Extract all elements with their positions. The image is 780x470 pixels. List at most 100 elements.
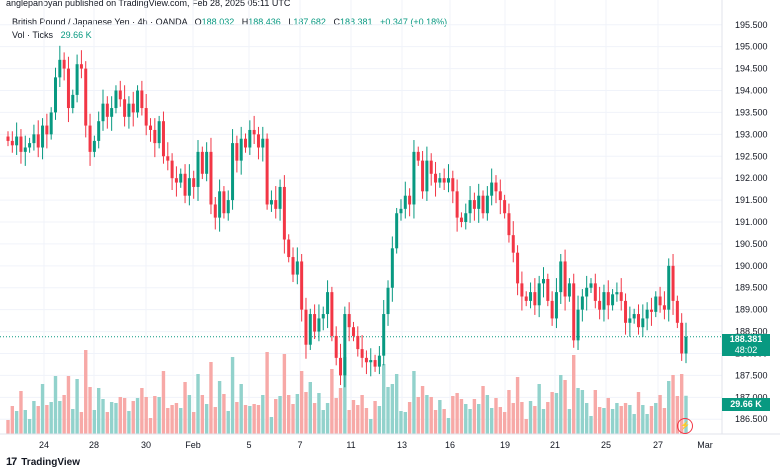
volume-bar xyxy=(325,403,330,434)
volume-bar xyxy=(330,369,334,434)
volume-bar xyxy=(433,410,438,434)
candle-body xyxy=(360,349,364,358)
volume-bar xyxy=(226,411,230,434)
candle-body xyxy=(494,182,498,192)
volume-bar xyxy=(10,406,15,434)
price-tick-label: 195.500 xyxy=(735,20,768,30)
volume-bar xyxy=(641,405,645,434)
candle-body xyxy=(563,261,567,297)
volume-bar xyxy=(528,401,533,434)
time-tick-label: 11 xyxy=(346,440,355,450)
candle-body xyxy=(235,143,239,161)
volume-bar xyxy=(438,400,442,434)
volume-bar xyxy=(520,402,524,434)
volume-bar xyxy=(429,397,433,434)
candle-body xyxy=(559,261,563,293)
candle-body xyxy=(222,191,226,214)
volume-bar xyxy=(131,401,135,434)
candle-body xyxy=(110,108,114,117)
volume-bar xyxy=(420,386,425,434)
volume-bar xyxy=(489,408,494,434)
time-tick-label: 21 xyxy=(550,440,560,450)
volume-bar xyxy=(464,404,468,434)
candle-body xyxy=(123,99,127,117)
volume-tag: 29.66 K xyxy=(722,398,770,411)
time-tick-label: 7 xyxy=(297,440,302,450)
footer-logo[interactable]: 17 TradingView xyxy=(6,454,80,470)
candle-body xyxy=(606,292,610,306)
volume-bar xyxy=(166,408,170,434)
candle-body xyxy=(386,287,390,315)
price-tick-label: 189.500 xyxy=(735,283,768,293)
volume-bar xyxy=(191,412,196,434)
time-tick-label: 30 xyxy=(141,440,151,450)
candle-body xyxy=(205,151,209,174)
volume-bar xyxy=(537,384,541,434)
candle-body xyxy=(455,191,459,218)
volume-bar xyxy=(196,374,200,434)
volume-label: Vol · Ticks xyxy=(12,30,54,40)
candle-body xyxy=(507,213,511,236)
candle-body xyxy=(408,195,412,205)
candle-body xyxy=(231,143,235,201)
price-tick-label: 191.500 xyxy=(735,195,768,205)
candle-body xyxy=(632,314,636,319)
time-tick-label: 16 xyxy=(445,440,455,450)
volume-bar xyxy=(356,405,360,434)
candle-body xyxy=(291,257,295,275)
candle-body xyxy=(684,336,688,354)
volume-bar xyxy=(416,397,420,434)
candle-body xyxy=(395,213,399,249)
lightning-icon[interactable]: ⚡ xyxy=(677,418,693,434)
volume-bar xyxy=(144,397,148,434)
time-tick-label: Feb xyxy=(185,440,201,450)
candle-body xyxy=(15,136,19,146)
candle-body xyxy=(187,178,191,196)
volume-bar xyxy=(559,375,563,434)
volume-bar xyxy=(606,398,610,434)
price-tick-label: 192.500 xyxy=(735,151,768,161)
candle-body xyxy=(636,314,640,328)
candle-body xyxy=(79,64,83,69)
candle-body xyxy=(49,112,53,135)
candle-body xyxy=(442,178,446,183)
volume-bar xyxy=(628,405,632,434)
volume-bar xyxy=(135,398,140,434)
volume-bar xyxy=(597,407,602,434)
volume-bar xyxy=(92,410,97,434)
candle-body xyxy=(662,305,666,310)
volume-bar xyxy=(105,412,110,434)
time-axis: 24 28 30 Feb 5 7 11 13 16 19 21 25 27 Mar xyxy=(39,440,713,450)
price-tick-label: 186.500 xyxy=(735,414,768,424)
candle-body xyxy=(339,357,343,376)
volume-bar xyxy=(204,404,209,434)
volume-bar xyxy=(679,374,684,434)
volume-bar xyxy=(667,381,671,434)
candle-body xyxy=(382,314,386,356)
candle-body xyxy=(54,77,58,113)
volume-bar xyxy=(343,357,347,434)
volume-bar xyxy=(179,408,183,434)
volume-bar xyxy=(235,402,239,434)
price-tick-label: 193.500 xyxy=(735,107,768,117)
candle-body xyxy=(628,318,632,323)
volume-bar xyxy=(157,397,161,434)
candle-body xyxy=(481,195,485,214)
volume-bar xyxy=(649,406,654,434)
candle-body xyxy=(624,300,628,323)
candle-body xyxy=(403,195,407,209)
candle-body xyxy=(446,178,450,183)
candle-body xyxy=(261,138,265,148)
volume-bar xyxy=(75,379,79,434)
candles xyxy=(6,45,688,388)
candle-body xyxy=(269,200,273,205)
volume-bar xyxy=(662,408,667,434)
candle-body xyxy=(32,134,36,144)
candle-body xyxy=(131,103,135,113)
candle-body xyxy=(658,296,662,306)
time-tick-label: 28 xyxy=(89,440,99,450)
volume-bar xyxy=(334,398,338,434)
volume-bar xyxy=(671,375,675,434)
candle-body xyxy=(45,125,49,135)
